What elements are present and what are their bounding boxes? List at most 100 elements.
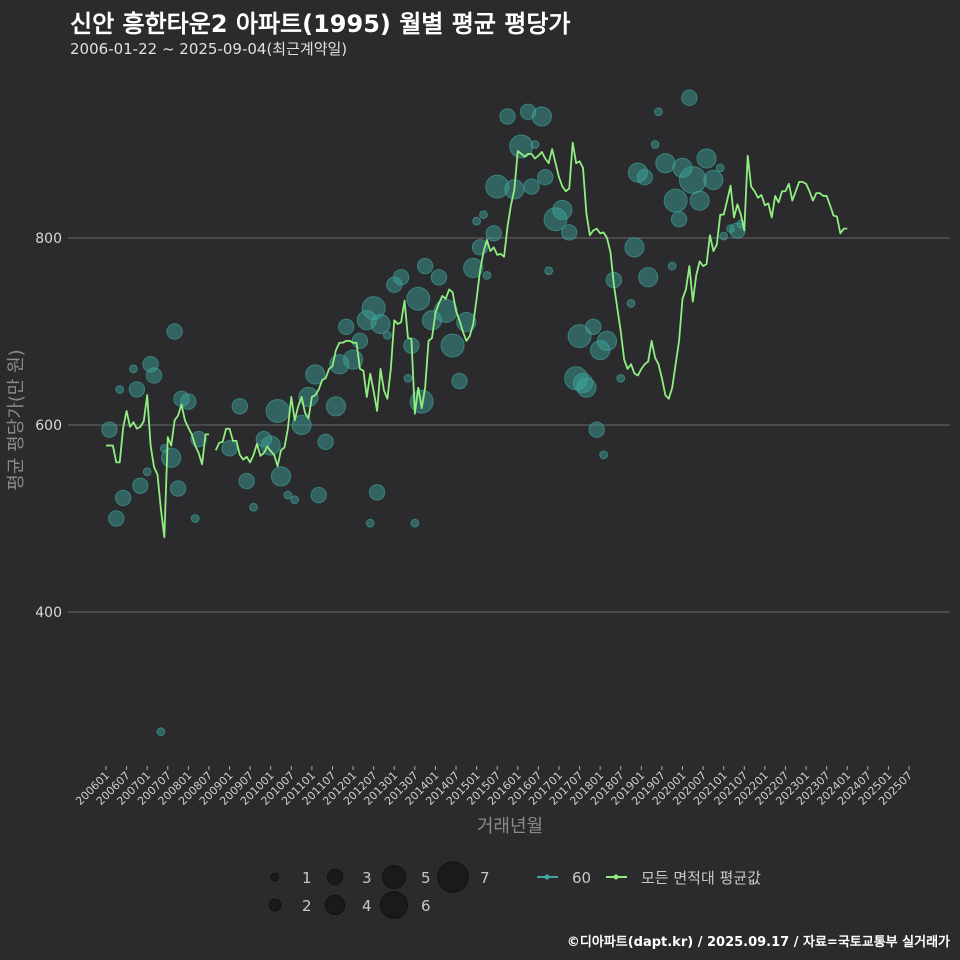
y-tick-label-800: 800 [35,231,62,247]
data-bubble [499,108,516,125]
data-bubble [624,237,645,258]
data-bubble [370,313,391,335]
data-bubble [726,224,735,234]
data-bubble [667,261,677,271]
data-bubble [129,364,138,374]
legend-size-label-3: 3 [362,869,372,887]
data-bubble [552,199,573,221]
data-bubble [290,495,300,505]
data-bubble [265,398,290,423]
series-line-segment [106,394,209,539]
data-bubble [472,216,482,226]
data-bubble [485,225,502,242]
data-bubble [382,330,392,340]
data-bubble [368,484,386,501]
data-bubble [416,257,434,275]
data-bubble [161,447,182,468]
data-bubble [719,231,729,241]
data-bubble [681,89,698,106]
data-bubble [166,323,183,340]
data-bubble [356,310,377,331]
data-bubble [221,440,238,457]
data-bubble [561,224,578,241]
data-bubble [108,510,125,527]
line-layer [106,141,848,539]
data-bubble [421,310,443,331]
data-bubble [403,373,413,383]
data-bubble [655,153,676,174]
data-bubble [626,299,636,308]
data-bubble [365,518,375,528]
legend-size-6 [380,891,408,919]
series-line-segment [214,141,848,468]
source-footer: ©디아파트(dapt.kr) / 2025.09.17 / 자료=국토교통부 실… [566,935,950,950]
data-bubble [531,106,552,127]
data-bubble [270,466,292,487]
data-bubble [180,393,197,410]
data-bubble [361,296,386,321]
data-bubble [463,257,484,279]
data-bubble [523,178,540,195]
data-bubble [115,385,125,394]
data-bubble [509,134,534,159]
legend-size-5 [382,865,406,889]
data-bubble [670,211,688,228]
data-bubble [663,188,688,213]
legend-size-label-2: 2 [302,897,312,915]
data-bubble [238,472,255,490]
legend-size-label-5: 5 [421,869,431,887]
data-bubble [588,421,605,438]
data-bubble [599,450,608,460]
data-bubble [479,210,488,220]
data-bubble [351,332,369,350]
data-bubble [406,286,431,311]
y-tick-label-400: 400 [35,605,62,621]
data-bubble [530,140,540,149]
data-bubble [596,330,618,351]
chart-subtitle: 2006-01-22 ~ 2025-09-04(최근계약일) [70,40,348,58]
data-bubble [317,433,334,451]
legend-size-label-4: 4 [362,897,372,915]
data-bubble [440,333,465,358]
grid-lines [68,237,950,613]
data-bubble [654,107,663,117]
data-bubble [696,148,717,169]
x-axis-label: 거래년월 [477,816,543,837]
data-bubble [485,174,510,199]
data-bubble [616,373,626,383]
legend-label-avg: 모든 면적대 평균값 [641,869,761,887]
data-bubble [283,490,293,500]
y-axis: 400 600 800 [35,231,62,621]
data-bubble [169,480,187,497]
data-bubble [114,489,132,507]
legend-label-60: 60 [572,869,591,887]
legend-size-2 [268,898,282,912]
legend-size-7 [437,861,469,893]
legend-size-4 [324,894,346,916]
data-bubble [249,502,258,512]
legend-size-label-7: 7 [480,869,490,887]
data-bubble [410,518,420,528]
x-axis: 2006012006072007012007072008012008072009… [73,766,915,808]
data-bubble [128,381,146,398]
y-tick-label-600: 600 [35,418,62,434]
data-bubble [298,386,319,408]
legend-dot-avg [613,874,619,880]
data-bubble [636,169,653,186]
legend-dot-60 [544,874,550,880]
legend-size-label-6: 6 [421,897,431,915]
data-bubble [576,377,597,398]
data-bubble [715,163,725,173]
data-bubble [142,467,152,477]
data-bubble [291,414,312,436]
data-bubble [672,157,693,178]
data-bubble [543,207,568,232]
data-bubble [145,367,163,384]
data-bubble [585,318,602,336]
data-bubble [156,727,166,737]
data-bubble [678,166,707,194]
data-bubble [544,266,554,276]
data-bubble [451,372,468,390]
data-bubble [231,398,249,415]
